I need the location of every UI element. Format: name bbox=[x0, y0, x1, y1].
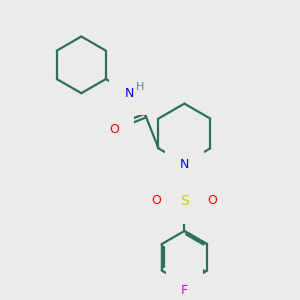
Text: O: O bbox=[207, 194, 217, 207]
Text: N: N bbox=[124, 87, 134, 100]
Text: O: O bbox=[152, 194, 161, 207]
Text: H: H bbox=[136, 82, 145, 92]
Text: F: F bbox=[181, 284, 188, 298]
Text: O: O bbox=[109, 123, 119, 136]
Text: S: S bbox=[180, 194, 189, 208]
Text: N: N bbox=[180, 158, 189, 171]
